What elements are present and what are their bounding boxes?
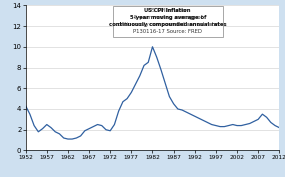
Text: US CPI Inflation
5-year moving average of
continuously compounded annual rates: US CPI Inflation 5-year moving average o… [109, 8, 227, 27]
Text: US CPI Inflation
5-year moving average of
continuously compounded annual rates
P: US CPI Inflation 5-year moving average o… [115, 8, 220, 34]
